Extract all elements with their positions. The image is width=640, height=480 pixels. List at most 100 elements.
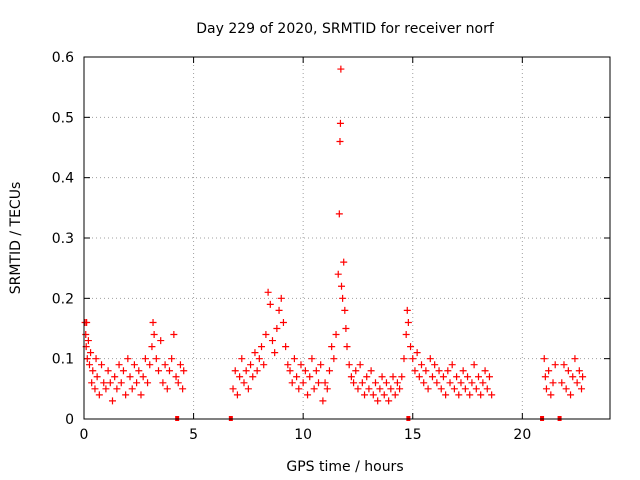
data-point-marker	[141, 355, 149, 363]
data-point-marker	[387, 385, 395, 393]
data-point-marker	[297, 361, 305, 369]
data-point-marker	[279, 318, 287, 326]
data-point-marker	[168, 355, 176, 363]
y-axis-label: SRMTID / TECUs	[8, 182, 24, 295]
data-point-marker	[470, 361, 478, 369]
data-point-marker	[549, 379, 557, 387]
data-point-marker	[485, 373, 493, 381]
data-point-marker	[130, 361, 138, 369]
data-point-marker	[310, 385, 318, 393]
data-point-marker	[457, 379, 465, 387]
data-point-marker	[453, 373, 461, 381]
data-point-marker	[413, 349, 421, 357]
y-tick-label: 0.2	[52, 291, 74, 307]
data-point-marker	[431, 361, 439, 369]
data-point-marker	[111, 373, 119, 381]
data-point-marker	[98, 361, 106, 369]
data-point-marker	[352, 367, 360, 375]
data-point-marker	[339, 294, 347, 302]
data-point-marker	[95, 391, 103, 399]
data-point-marker	[569, 373, 577, 381]
data-point-marker	[113, 385, 121, 393]
data-point-marker	[420, 379, 428, 387]
x-tick-label: 15	[404, 427, 422, 443]
data-point-marker	[89, 367, 97, 375]
data-point-marker	[437, 385, 445, 393]
data-points	[81, 65, 587, 421]
data-point-marker	[354, 385, 362, 393]
data-point-marker	[450, 385, 458, 393]
data-point-marker	[124, 355, 132, 363]
y-tick-label: 0.5	[52, 110, 74, 126]
data-point-marker	[403, 306, 411, 314]
data-point-marker	[481, 367, 489, 375]
data-point-marker	[271, 349, 279, 357]
data-point-marker	[575, 367, 583, 375]
data-point-marker	[133, 379, 141, 387]
data-point-marker	[422, 367, 430, 375]
data-point-marker	[122, 391, 130, 399]
data-point-marker	[345, 361, 353, 369]
data-point-marker	[340, 258, 348, 266]
data-point-marker	[128, 385, 136, 393]
data-point-marker	[149, 318, 157, 326]
data-point-marker	[159, 379, 167, 387]
data-point-marker	[328, 343, 336, 351]
data-point-marker	[385, 397, 393, 405]
data-point-marker	[558, 379, 566, 387]
data-point-marker	[424, 385, 432, 393]
data-point-marker	[468, 379, 476, 387]
data-point-marker	[363, 373, 371, 381]
data-point-marker	[336, 137, 344, 145]
data-point-marker	[393, 379, 401, 387]
data-point-marker	[358, 379, 366, 387]
data-point-marker	[273, 325, 281, 332]
data-point-marker	[253, 367, 261, 375]
data-point-marker	[87, 349, 95, 357]
data-point-marker	[466, 391, 474, 399]
y-tick-label: 0.6	[52, 50, 74, 66]
data-point-marker	[100, 379, 108, 387]
data-point-marker	[547, 391, 555, 399]
data-point-marker	[157, 337, 165, 345]
data-point-marker	[448, 361, 456, 369]
x-tick-label: 0	[80, 427, 89, 443]
y-tick-label: 0.1	[52, 352, 74, 368]
data-point-marker	[275, 306, 283, 314]
data-point-marker	[148, 343, 156, 351]
data-point-marker	[455, 391, 463, 399]
data-point-marker	[144, 379, 152, 387]
data-point-marker	[231, 367, 239, 375]
data-point-marker	[380, 391, 388, 399]
data-point-marker	[402, 331, 410, 339]
data-point-marker	[350, 379, 358, 387]
data-point-marker	[317, 361, 325, 369]
data-point-marker	[579, 373, 587, 381]
data-point-marker	[264, 288, 272, 296]
data-point-marker	[389, 373, 397, 381]
data-point-marker	[433, 379, 441, 387]
data-point-marker	[282, 343, 290, 351]
data-point-marker	[119, 367, 127, 375]
data-point-marker	[152, 355, 160, 363]
data-point-marker	[146, 361, 154, 369]
data-point-marker	[161, 361, 169, 369]
data-point-marker	[361, 391, 369, 399]
data-point-marker	[293, 373, 301, 381]
data-point-marker	[338, 282, 346, 290]
data-point-marker	[571, 355, 579, 363]
data-point-marker	[288, 379, 296, 387]
data-point-marker	[163, 385, 171, 393]
data-point-marker	[312, 367, 320, 375]
data-point-marker	[135, 367, 143, 375]
data-point-marker	[475, 373, 482, 381]
data-point-marker	[325, 367, 333, 375]
data-point-marker	[115, 361, 123, 369]
data-point-marker	[540, 355, 548, 363]
data-point-marker	[369, 391, 377, 399]
data-point-marker	[117, 379, 125, 387]
data-point-marker	[244, 385, 252, 393]
data-point-marker	[174, 379, 182, 387]
data-point-marker	[83, 355, 91, 363]
